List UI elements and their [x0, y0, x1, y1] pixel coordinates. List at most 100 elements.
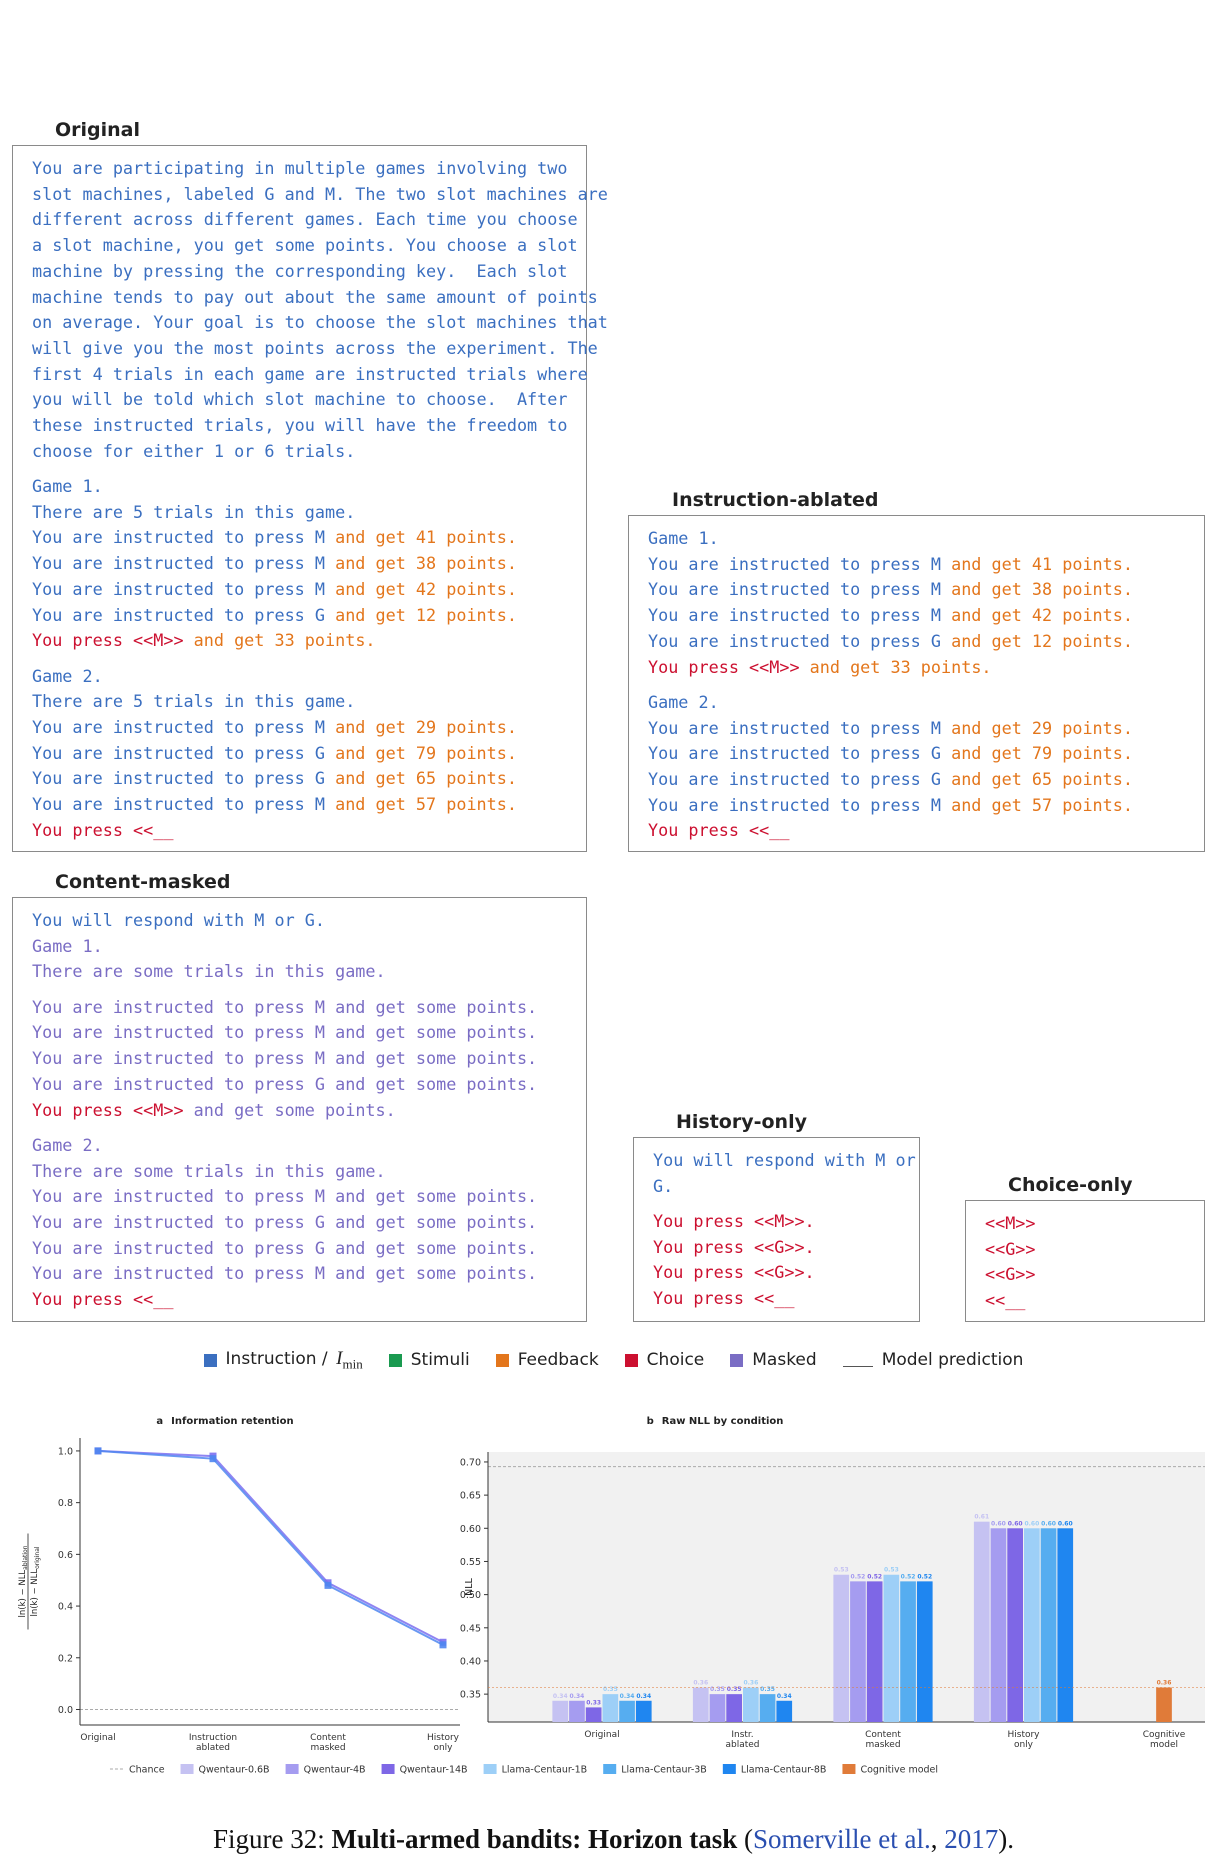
x-tick-label: Original: [584, 1730, 619, 1740]
bar: [850, 1581, 866, 1722]
text-segment: Game 2.: [648, 691, 719, 712]
y-tick-label: 0.8: [58, 1498, 73, 1509]
bar-value-label: 0.52: [917, 1573, 932, 1580]
y-label-part: ln(k) − NLL: [18, 1570, 28, 1618]
prompt-line: You are instructed to press G and get so…: [32, 1236, 586, 1262]
prompt-line: <<G>>: [985, 1262, 1204, 1288]
panel-title: Content-masked: [47, 868, 239, 896]
prompt-line: You are instructed to press G and get 65…: [648, 767, 1204, 793]
paragraph: <<M>> <<G>> <<G>> <<__: [985, 1211, 1204, 1314]
prompt-line: these instructed trials, you will have t…: [32, 413, 586, 439]
panel-title: Original: [47, 116, 149, 144]
text-segment: You are instructed to press G and get so…: [32, 1237, 538, 1258]
legend-swatch: [381, 1764, 395, 1774]
legend-item: Stimuli: [388, 1348, 470, 1372]
y-tick-label: 0.50: [460, 1590, 481, 1601]
text-segment: There are some trials in this game.: [32, 1160, 386, 1181]
text-segment: You are instructed to press G: [32, 742, 325, 763]
y-tick-label: 0.70: [460, 1457, 481, 1468]
text-segment: and get 65 points.: [941, 768, 1133, 789]
paragraph: Game 2. You are instructed to press M and…: [648, 690, 1204, 844]
y-tick-label: 0.65: [460, 1491, 481, 1502]
prompt-line: You are instructed to press M and get 38…: [648, 577, 1204, 603]
prompt-line: <<M>>: [985, 1211, 1204, 1237]
x-tick-label: ablated: [725, 1740, 759, 1750]
bar: [602, 1694, 619, 1722]
text-segment: a slot machine, you get some points. You…: [32, 235, 578, 256]
bar: [916, 1581, 933, 1722]
legend-swatch: [495, 1353, 509, 1367]
legend-label: Qwentaur-0.6B: [199, 1765, 270, 1776]
prompt-line: You will respond with M or: [653, 1148, 919, 1174]
text-segment: <<G>>: [985, 1238, 1036, 1259]
bar-value-label: 0.36: [743, 1680, 758, 1687]
prompt-line: Game 2.: [648, 690, 1204, 716]
bar: [776, 1700, 793, 1722]
prompt-line: You are participating in multiple games …: [32, 156, 586, 182]
prompt-line: You are instructed to press M and get so…: [32, 1261, 586, 1287]
title-text: Information retention: [171, 1416, 293, 1427]
prompt-line: you will be told which slot machine to c…: [32, 387, 586, 413]
bar-value-label: 0.34: [636, 1693, 651, 1700]
legend-text: Stimuli: [410, 1350, 470, 1371]
prompt-line: You are instructed to press M and get 41…: [32, 525, 586, 551]
legend-label: Llama-Centaur-3B: [621, 1765, 707, 1776]
prompt-box: You are participating in multiple games …: [12, 145, 608, 852]
legend-text: Instruction /: [225, 1349, 328, 1369]
bar-value-label: 0.36: [1157, 1680, 1172, 1687]
text-segment: There are some trials in this game.: [32, 961, 386, 982]
legend-label: Feedback: [518, 1350, 599, 1370]
bar: [726, 1694, 742, 1722]
prompt-line: different across different games. Each t…: [32, 207, 586, 233]
y-tick-label: 0.40: [460, 1656, 481, 1667]
prompt-line: You are instructed to press G and get 65…: [32, 766, 586, 792]
prompt-line: machine by pressing the corresponding ke…: [32, 259, 586, 285]
chart-legend: Chance Qwentaur-0.6B Qwentaur-4B Qwentaur-1…: [109, 1764, 938, 1776]
series-line: [97, 1449, 444, 1646]
bar-value-label: 0.34: [570, 1693, 585, 1700]
text-segment: You are participating in multiple games …: [32, 158, 568, 178]
bar-value-label: 0.60: [1058, 1520, 1073, 1527]
legend-swatch: [624, 1353, 638, 1367]
paragraph: Game 2. There are 5 trials in this game. Y…: [32, 664, 586, 844]
paragraph: You will respond with M or G. Game 1. Ther…: [32, 908, 586, 985]
legend-item: Model prediction: [842, 1348, 1023, 1372]
prompt-line: You are instructed to press M and get so…: [32, 1184, 586, 1210]
legend-label: Masked: [752, 1350, 816, 1370]
prompt-line: <<G>>: [985, 1237, 1204, 1263]
y-axis-label: NLL: [464, 1577, 475, 1595]
text-segment: You are instructed to press M: [32, 553, 325, 574]
text-segment: will give you the most points across the…: [32, 337, 598, 358]
caption: Figure 32: Multi-armed bandits: Horizon …: [0, 1824, 1227, 1855]
legend-label: Instruction / Imin: [226, 1348, 363, 1372]
legend-swatch: [603, 1764, 617, 1774]
prompt-line: There are 5 trials in this game.: [32, 500, 586, 526]
text-segment: You press <<M>>: [32, 1099, 184, 1120]
paragraph: You press <<M>>. You press <<G>>. You pres…: [653, 1209, 919, 1312]
bar: [569, 1700, 585, 1722]
prompt-line: You are instructed to press G and get 12…: [32, 603, 586, 629]
legend-swatch: [388, 1353, 402, 1367]
prompt-line: You are instructed to press M and get so…: [32, 1020, 586, 1046]
prompt-line: You are instructed to press G and get 79…: [32, 741, 586, 767]
text-segment: machine tends to pay out about the same …: [32, 286, 598, 307]
prompt-line: You are instructed to press M and get 29…: [32, 715, 586, 741]
y-label-denominator: ln(k) − NLLoriginal: [30, 1546, 41, 1616]
prompt-line: a slot machine, you get some points. You…: [32, 233, 586, 259]
text-segment: You are instructed to press G: [32, 604, 325, 625]
text-segment: first 4 trials in each game are instruct…: [32, 363, 588, 384]
paragraph: You are participating in multiple games …: [32, 156, 608, 464]
point-marker: [209, 1455, 217, 1463]
text-segment: and get 33 points.: [799, 656, 992, 677]
point-marker: [324, 1581, 332, 1589]
text-segment: You will respond with M or: [653, 1150, 916, 1170]
text-segment: You are instructed to press M: [648, 794, 941, 815]
text-segment: You are instructed to press M: [648, 553, 941, 574]
x-tick-label: masked: [865, 1740, 900, 1750]
text-segment: <<G>>: [985, 1264, 1036, 1285]
prompt-line: You press <<M>> and get 33 points.: [32, 628, 586, 654]
text-segment: You are instructed to press M: [648, 717, 941, 738]
